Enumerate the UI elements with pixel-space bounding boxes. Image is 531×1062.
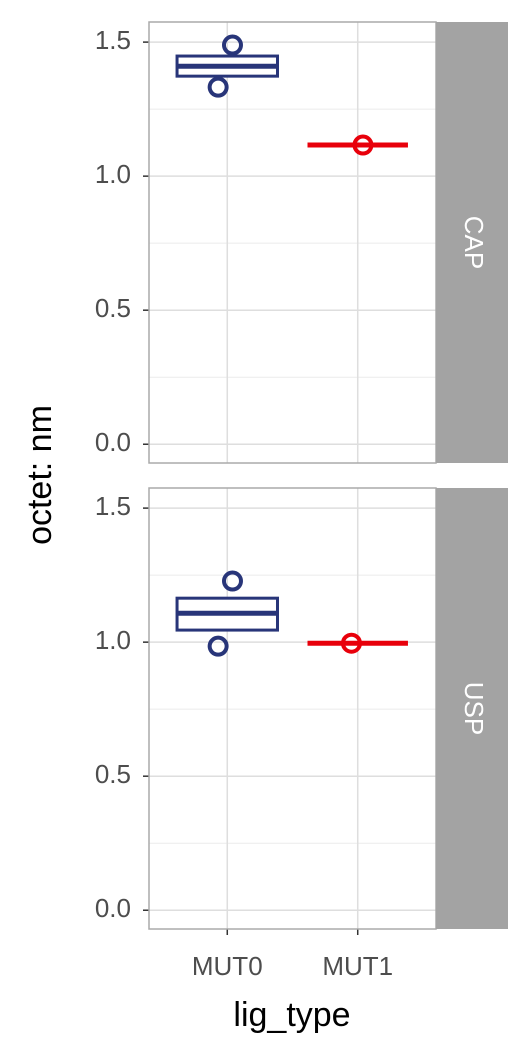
point (352, 134, 374, 156)
strip (436, 22, 508, 463)
box-group (175, 570, 279, 657)
y-tick-label: 0.0 (95, 893, 131, 923)
strip-label: CAP (459, 216, 489, 269)
y-tick-label: 0.5 (95, 759, 131, 789)
x-tick-label: MUT0 (192, 951, 263, 981)
y-tick-label: 1.0 (95, 159, 131, 189)
point (340, 632, 362, 654)
y-tick-label: 1.0 (95, 625, 131, 655)
x-axis-title: lig_type (233, 996, 350, 1034)
point (221, 570, 243, 592)
strip (436, 488, 508, 929)
panel-background (149, 22, 436, 463)
point (207, 76, 229, 98)
box-group (175, 34, 279, 98)
panel-background (149, 488, 436, 929)
box-group (307, 632, 408, 654)
point (221, 34, 243, 56)
point (207, 635, 229, 657)
y-tick-label: 0.5 (95, 293, 131, 323)
box-group (307, 134, 408, 156)
y-axis-title: octet: nm (21, 405, 59, 545)
x-tick-label: MUT1 (322, 951, 393, 981)
y-tick-label: 0.0 (95, 427, 131, 457)
y-tick-label: 1.5 (95, 491, 131, 521)
y-tick-label: 1.5 (95, 25, 131, 55)
strip-label: USP (459, 682, 489, 735)
